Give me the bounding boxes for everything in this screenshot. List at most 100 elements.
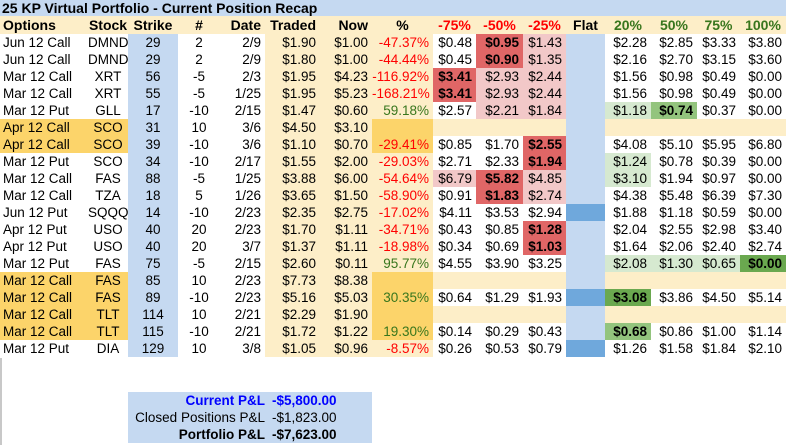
header-pct[interactable]: % <box>372 16 433 34</box>
option-cell[interactable]: Mar 12 Call <box>0 272 88 289</box>
flat-cell[interactable] <box>566 255 605 272</box>
flat-cell[interactable] <box>566 272 605 289</box>
option-cell[interactable]: Mar 12 Put <box>0 153 88 170</box>
plus50-cell[interactable]: $5.10 <box>651 136 697 153</box>
plus20-cell[interactable] <box>605 119 651 136</box>
plus75-cell[interactable]: $0.49 <box>697 68 740 85</box>
strike-cell[interactable]: 17 <box>128 102 178 119</box>
qty-cell[interactable]: -10 <box>178 289 220 306</box>
plus75-cell[interactable] <box>697 272 740 289</box>
plus20-cell[interactable]: $1.18 <box>605 102 651 119</box>
flat-cell[interactable] <box>566 204 605 221</box>
plus50-cell[interactable]: $2.55 <box>651 221 697 238</box>
flat-cell[interactable] <box>566 323 605 340</box>
minus50-cell[interactable]: $1.83 <box>476 187 523 204</box>
option-cell[interactable]: Mar 12 Call <box>0 170 88 187</box>
now-cell[interactable]: $5.23 <box>320 85 372 102</box>
minus25-cell[interactable]: $1.35 <box>523 51 566 68</box>
plus75-cell[interactable]: $0.49 <box>697 85 740 102</box>
qty-cell[interactable]: -5 <box>178 68 220 85</box>
stock-cell[interactable]: SCO <box>88 136 128 153</box>
minus75-cell[interactable]: $0.43 <box>433 221 476 238</box>
now-cell[interactable]: $4.23 <box>320 68 372 85</box>
option-cell[interactable]: Mar 12 Put <box>0 255 88 272</box>
minus75-cell[interactable]: $2.71 <box>433 153 476 170</box>
plus20-cell[interactable]: $3.10 <box>605 170 651 187</box>
minus50-cell[interactable]: $0.53 <box>476 340 523 357</box>
now-cell[interactable]: $1.90 <box>320 306 372 323</box>
minus50-cell[interactable]: $3.53 <box>476 204 523 221</box>
strike-cell[interactable]: 40 <box>128 221 178 238</box>
date-cell[interactable]: 2/23 <box>220 289 265 306</box>
traded-cell[interactable]: $2.35 <box>265 204 320 221</box>
plus20-cell[interactable]: $1.56 <box>605 85 651 102</box>
plus100-cell[interactable]: $3.60 <box>740 51 786 68</box>
header-plus100[interactable]: 100% <box>740 16 786 34</box>
qty-cell[interactable]: 10 <box>178 272 220 289</box>
plus75-cell[interactable]: $1.00 <box>697 323 740 340</box>
traded-cell[interactable]: $3.88 <box>265 170 320 187</box>
plus75-cell[interactable]: $0.37 <box>697 102 740 119</box>
qty-cell[interactable]: -5 <box>178 170 220 187</box>
now-cell[interactable]: $0.70 <box>320 136 372 153</box>
pct-cell[interactable] <box>372 119 433 136</box>
minus25-cell[interactable]: $2.74 <box>523 187 566 204</box>
plus100-cell[interactable]: $0.00 <box>740 68 786 85</box>
minus75-cell[interactable]: $0.91 <box>433 187 476 204</box>
plus50-cell[interactable]: $0.86 <box>651 323 697 340</box>
plus50-cell[interactable] <box>651 272 697 289</box>
minus75-cell[interactable]: $3.41 <box>433 68 476 85</box>
minus50-cell[interactable]: $2.93 <box>476 68 523 85</box>
pct-cell[interactable]: -116.92% <box>372 68 433 85</box>
minus50-cell[interactable]: $0.69 <box>476 238 523 255</box>
plus50-cell[interactable]: $2.85 <box>651 34 697 51</box>
plus50-cell[interactable]: $1.94 <box>651 170 697 187</box>
pct-cell[interactable]: -29.03% <box>372 153 433 170</box>
pct-cell[interactable]: -47.37% <box>372 34 433 51</box>
plus75-cell[interactable]: $5.95 <box>697 136 740 153</box>
plus50-cell[interactable] <box>651 119 697 136</box>
plus75-cell[interactable]: $0.59 <box>697 204 740 221</box>
plus50-cell[interactable]: $0.98 <box>651 68 697 85</box>
header-minus50[interactable]: -50% <box>476 16 523 34</box>
header-qty[interactable]: # <box>178 16 220 34</box>
strike-cell[interactable]: 34 <box>128 153 178 170</box>
traded-cell[interactable]: $1.95 <box>265 68 320 85</box>
plus100-cell[interactable] <box>740 306 786 323</box>
flat-cell[interactable] <box>566 85 605 102</box>
traded-cell[interactable]: $7.73 <box>265 272 320 289</box>
plus100-cell[interactable]: $5.14 <box>740 289 786 306</box>
stock-cell[interactable]: FAS <box>88 170 128 187</box>
traded-cell[interactable]: $1.95 <box>265 85 320 102</box>
traded-cell[interactable]: $1.47 <box>265 102 320 119</box>
minus25-cell[interactable]: $1.94 <box>523 153 566 170</box>
traded-cell[interactable]: $1.10 <box>265 136 320 153</box>
option-cell[interactable]: Mar 12 Call <box>0 187 88 204</box>
header-flat[interactable]: Flat <box>566 16 605 34</box>
plus100-cell[interactable]: $0.00 <box>740 153 786 170</box>
qty-cell[interactable]: -10 <box>178 153 220 170</box>
plus20-cell[interactable]: $1.56 <box>605 68 651 85</box>
strike-cell[interactable]: 129 <box>128 340 178 357</box>
flat-cell[interactable] <box>566 238 605 255</box>
plus50-cell[interactable] <box>651 306 697 323</box>
header-date[interactable]: Date <box>220 16 265 34</box>
minus50-cell[interactable]: $2.33 <box>476 153 523 170</box>
pct-cell[interactable]: -29.41% <box>372 136 433 153</box>
plus20-cell[interactable]: $1.64 <box>605 238 651 255</box>
plus100-cell[interactable]: $0.00 <box>740 102 786 119</box>
strike-cell[interactable]: 29 <box>128 51 178 68</box>
plus75-cell[interactable]: $2.98 <box>697 221 740 238</box>
pct-cell[interactable]: -58.90% <box>372 187 433 204</box>
minus50-cell[interactable]: $1.70 <box>476 136 523 153</box>
qty-cell[interactable]: -10 <box>178 102 220 119</box>
date-cell[interactable]: 2/23 <box>220 204 265 221</box>
minus25-cell[interactable]: $1.03 <box>523 238 566 255</box>
minus25-cell[interactable]: $1.93 <box>523 289 566 306</box>
plus50-cell[interactable]: $2.06 <box>651 238 697 255</box>
minus25-cell[interactable]: $2.44 <box>523 68 566 85</box>
minus25-cell[interactable]: $1.28 <box>523 221 566 238</box>
strike-cell[interactable]: 89 <box>128 289 178 306</box>
now-cell[interactable]: $2.00 <box>320 153 372 170</box>
minus25-cell[interactable] <box>523 306 566 323</box>
